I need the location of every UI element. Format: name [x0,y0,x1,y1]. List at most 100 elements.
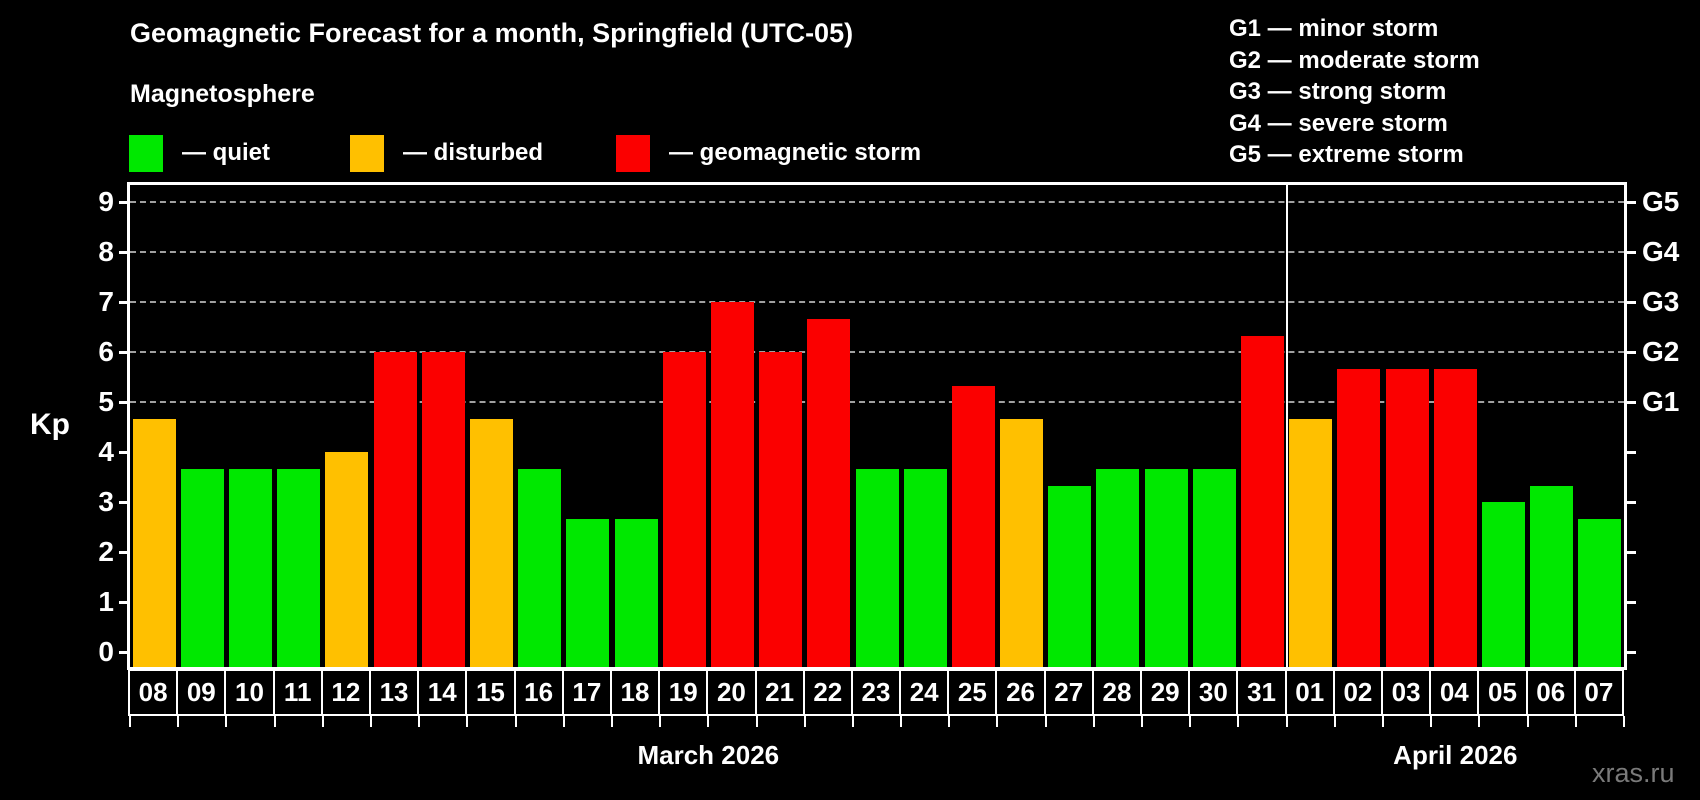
g-legend-line-g4: G4 — severe storm [1229,109,1448,137]
right-axis-tick-1 [1626,600,1636,604]
day-label-23: 23 [850,669,902,716]
g-scale-label-g5: G5 [1642,186,1680,217]
day-label-22: 22 [802,669,853,716]
y-axis-tick-9 [119,200,128,204]
kp-bar-day-29 [1144,468,1188,667]
day-label-08: 08 [128,669,179,716]
day-label-09: 09 [176,669,227,716]
y-axis-title: Kp [30,408,70,441]
month-label-april: April 2026 [1393,740,1518,770]
kp-bar-day-20 [710,302,754,667]
bottom-boundary-tick [707,716,710,727]
g-legend-line-g5: G5 — extreme storm [1229,141,1464,168]
y-axis-tick-3 [119,500,128,504]
right-axis-tick-0 [1626,650,1636,654]
bottom-boundary-tick [1526,716,1529,727]
g-legend-line-g3: G3 — strong storm [1229,78,1447,105]
bottom-boundary-tick [418,716,421,727]
kp-bar-day-19 [662,352,706,667]
day-label-12: 12 [320,669,371,716]
y-axis-label-8: 8 [98,236,114,267]
kp-bar-day-25 [951,385,995,667]
y-axis-label-6: 6 [98,336,114,367]
gridline-kp5 [130,401,1624,403]
bottom-boundary-tick [177,716,180,727]
y-axis-tick-5 [119,400,128,404]
y-axis-tick-8 [119,250,128,254]
month-separator [1285,185,1288,667]
day-label-27: 27 [1043,669,1094,716]
right-axis-tick-6 [1626,350,1636,354]
day-label-06: 06 [1525,669,1576,716]
right-axis-tick-5 [1626,400,1636,404]
bottom-boundary-tick [948,716,951,727]
legend-label-storm: — geomagnetic storm [669,139,922,166]
kp-bar-day-08 [132,418,176,667]
bottom-boundary-tick [1189,716,1192,727]
bottom-boundary-tick [1430,716,1433,727]
bottom-boundary-tick [1478,716,1481,727]
y-axis-label-9: 9 [98,186,114,217]
bottom-boundary-tick [1623,716,1625,727]
bottom-boundary-tick [1044,716,1047,727]
kp-bar-day-02 [1337,368,1381,667]
kp-bar-day-28 [1096,468,1140,667]
g-scale-label-g3: G3 [1642,286,1680,317]
day-label-04: 04 [1429,669,1480,716]
page-title: Geomagnetic Forecast for a month, Spring… [130,18,854,48]
legend-item-storm: — geomagnetic storm [616,134,921,172]
y-axis-tick-6 [119,350,128,354]
disturbed-color-swatch [350,134,384,172]
bottom-boundary-tick [659,716,662,727]
gridline-kp7 [130,301,1624,303]
y-axis-tick-2 [119,550,128,554]
day-label-29: 29 [1140,669,1191,716]
bottom-boundary-tick [321,716,324,727]
day-label-14: 14 [417,669,468,716]
kp-bar-day-03 [1385,368,1429,667]
day-label-24: 24 [899,669,950,716]
y-axis-label-7: 7 [98,286,114,317]
g-scale-label-g4: G4 [1642,236,1680,267]
right-axis-tick-8 [1626,250,1636,254]
right-axis-tick-4 [1626,450,1636,454]
bottom-boundary-tick [1237,716,1240,727]
legend-label-quiet: — quiet [182,139,270,166]
day-label-02: 02 [1332,669,1384,716]
day-label-28: 28 [1091,669,1143,716]
day-label-20: 20 [706,669,757,716]
bottom-boundary-tick [755,716,758,727]
bottom-boundary-tick [1333,716,1336,727]
kp-bar-day-22 [807,318,851,667]
chart-subtitle: Magnetosphere [130,80,315,108]
bottom-boundary-tick [610,716,613,727]
day-label-19: 19 [658,669,709,716]
day-label-16: 16 [513,669,564,716]
bottom-boundary-tick [466,716,469,727]
day-label-30: 30 [1188,669,1239,716]
bottom-boundary-tick [900,716,903,727]
g-scale-legend: G1 — minor storm G2 — moderate storm G3 … [1229,13,1480,171]
bottom-boundary-tick [803,716,806,727]
day-label-11: 11 [272,669,323,716]
kp-bar-day-14 [421,352,465,667]
kp-bar-day-06 [1530,485,1574,667]
bottom-boundary-tick [851,716,854,727]
kp-bar-day-13 [373,352,417,667]
bottom-boundary-tick [225,716,228,727]
right-axis-tick-3 [1626,500,1636,504]
day-label-18: 18 [609,669,661,716]
storm-color-swatch [616,134,650,172]
y-axis-label-0: 0 [98,636,114,667]
legend-item-quiet: — quiet [129,134,270,172]
bottom-boundary-tick [514,716,517,727]
y-axis-tick-7 [119,300,128,304]
bottom-boundary-tick [273,716,276,727]
bottom-boundary-tick [1285,716,1288,727]
kp-bar-day-12 [325,452,369,667]
kp-bar-day-05 [1482,502,1526,667]
y-axis-tick-4 [119,450,128,454]
day-label-03: 03 [1381,669,1432,716]
y-axis-label-1: 1 [98,586,114,617]
